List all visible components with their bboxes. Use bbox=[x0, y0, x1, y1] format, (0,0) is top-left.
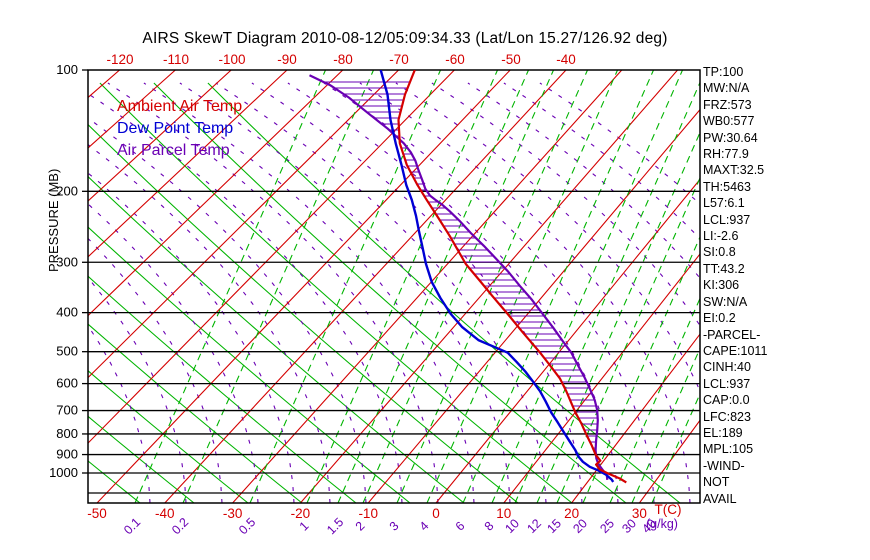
svg-text:-100: -100 bbox=[218, 52, 245, 67]
svg-text:1000: 1000 bbox=[49, 465, 78, 480]
svg-text:-90: -90 bbox=[277, 52, 297, 67]
panel-stat-line: CAP:0.0 bbox=[703, 393, 750, 408]
svg-text:300: 300 bbox=[56, 254, 78, 269]
panel-stat-line: LFC:823 bbox=[703, 409, 751, 424]
panel-stat-line: -WIND- bbox=[703, 458, 745, 473]
svg-text:0.1: 0.1 bbox=[121, 515, 143, 537]
stats-panel: TP:100 MW:N/A FRZ:573 WB0:577 PW:30.64 RH:77.… bbox=[703, 64, 767, 507]
svg-text:-60: -60 bbox=[445, 52, 465, 67]
panel-stat-line: EL:189 bbox=[703, 425, 743, 440]
legend-ambient-label: Ambient Air Temp bbox=[117, 98, 243, 115]
panel-stat-line: MW:N/A bbox=[703, 81, 750, 96]
panel-stat-line: MPL:105 bbox=[703, 442, 754, 457]
panel-stat-line: FRZ:573 bbox=[703, 97, 752, 112]
svg-text:15: 15 bbox=[544, 516, 564, 536]
svg-text:-120: -120 bbox=[106, 52, 133, 67]
panel-stat-line: EI:0.2 bbox=[703, 311, 736, 326]
svg-text:0: 0 bbox=[432, 506, 440, 521]
svg-text:25: 25 bbox=[597, 516, 617, 536]
panel-stat-line: AVAIL bbox=[703, 491, 737, 506]
svg-text:6: 6 bbox=[453, 519, 468, 534]
panel-stat-line: TP:100 bbox=[703, 65, 744, 79]
panel-stat-line: SI:0.8 bbox=[703, 245, 736, 260]
panel-stat-line: -PARCEL- bbox=[703, 327, 761, 342]
panel-stat-line: NOT bbox=[703, 475, 730, 490]
svg-text:900: 900 bbox=[56, 447, 78, 462]
svg-text:30: 30 bbox=[632, 506, 647, 521]
panel-stat-line: CAPE:1011 bbox=[703, 343, 768, 358]
svg-text:-110: -110 bbox=[163, 52, 189, 67]
svg-text:3: 3 bbox=[387, 519, 402, 534]
svg-text:500: 500 bbox=[56, 344, 78, 359]
panel-stat-line: LCL:937 bbox=[703, 376, 751, 391]
panel-stat-line: WB0:577 bbox=[703, 114, 755, 129]
pressure-axis-title: PRESSURE (MB) bbox=[46, 168, 61, 272]
svg-text:-80: -80 bbox=[333, 52, 353, 67]
legend-parcel-label: Air Parcel Temp bbox=[117, 142, 230, 159]
chart-title: AIRS SkewT Diagram 2010-08-12/05:09:34.3… bbox=[142, 30, 668, 47]
panel-stat-line: SW:N/A bbox=[703, 294, 748, 309]
svg-text:-40: -40 bbox=[155, 506, 175, 521]
svg-text:12: 12 bbox=[524, 516, 544, 536]
svg-text:600: 600 bbox=[56, 376, 78, 391]
panel-stat-line: TT:43.2 bbox=[703, 261, 745, 276]
panel-stat-line: L57:6.1 bbox=[703, 196, 745, 211]
svg-text:10: 10 bbox=[496, 506, 511, 521]
svg-text:1.5: 1.5 bbox=[324, 515, 346, 537]
svg-text:-20: -20 bbox=[291, 506, 311, 521]
panel-stat-line: RH:77.9 bbox=[703, 147, 749, 162]
panel-stat-line: TH:5463 bbox=[703, 179, 751, 194]
svg-text:700: 700 bbox=[56, 403, 78, 418]
svg-text:8: 8 bbox=[482, 519, 497, 534]
svg-text:-10: -10 bbox=[358, 506, 378, 521]
panel-stat-line: KI:306 bbox=[703, 278, 740, 293]
svg-text:200: 200 bbox=[56, 183, 78, 198]
panel-stat-line: LCL:937 bbox=[703, 212, 751, 227]
panel-stat-line: PW:30.64 bbox=[703, 130, 758, 145]
svg-text:-50: -50 bbox=[501, 52, 521, 67]
svg-text:-30: -30 bbox=[223, 506, 243, 521]
svg-text:(g/kg): (g/kg) bbox=[646, 517, 678, 531]
legend: Ambient Air Temp Dew Point Temp Air Parc… bbox=[117, 96, 242, 162]
panel-stat-line: LI:-2.6 bbox=[703, 229, 739, 244]
svg-text:100: 100 bbox=[56, 62, 78, 77]
svg-text:4: 4 bbox=[417, 519, 432, 534]
svg-text:-70: -70 bbox=[389, 52, 409, 67]
legend-dewpoint-label: Dew Point Temp bbox=[117, 120, 234, 137]
panel-stat-line: MAXT:32.5 bbox=[703, 163, 765, 178]
svg-text:-50: -50 bbox=[87, 506, 107, 521]
svg-text:400: 400 bbox=[56, 305, 78, 320]
svg-text:800: 800 bbox=[56, 426, 78, 441]
panel-stat-line: CINH:40 bbox=[703, 360, 751, 375]
svg-text:20: 20 bbox=[564, 506, 579, 521]
svg-text:T(C): T(C) bbox=[655, 502, 682, 517]
svg-text:-40: -40 bbox=[556, 52, 576, 67]
